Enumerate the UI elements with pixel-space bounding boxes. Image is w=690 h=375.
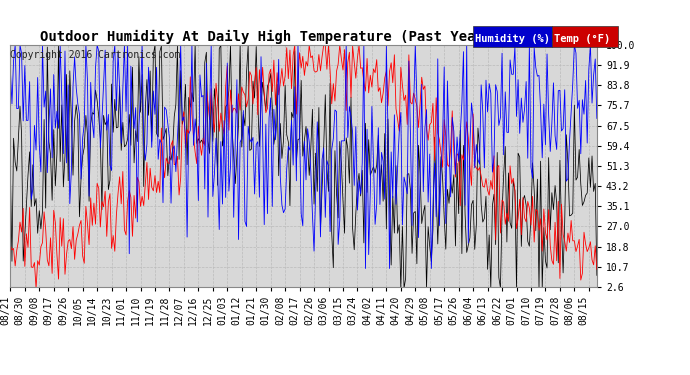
Text: Humidity (%): Humidity (%) [475, 34, 550, 44]
Text: Copyright 2016 Cartronics.com: Copyright 2016 Cartronics.com [10, 50, 181, 60]
Text: Temp (°F): Temp (°F) [554, 34, 611, 44]
Title: Outdoor Humidity At Daily High Temperature (Past Year) 20160821: Outdoor Humidity At Daily High Temperatu… [40, 30, 567, 44]
